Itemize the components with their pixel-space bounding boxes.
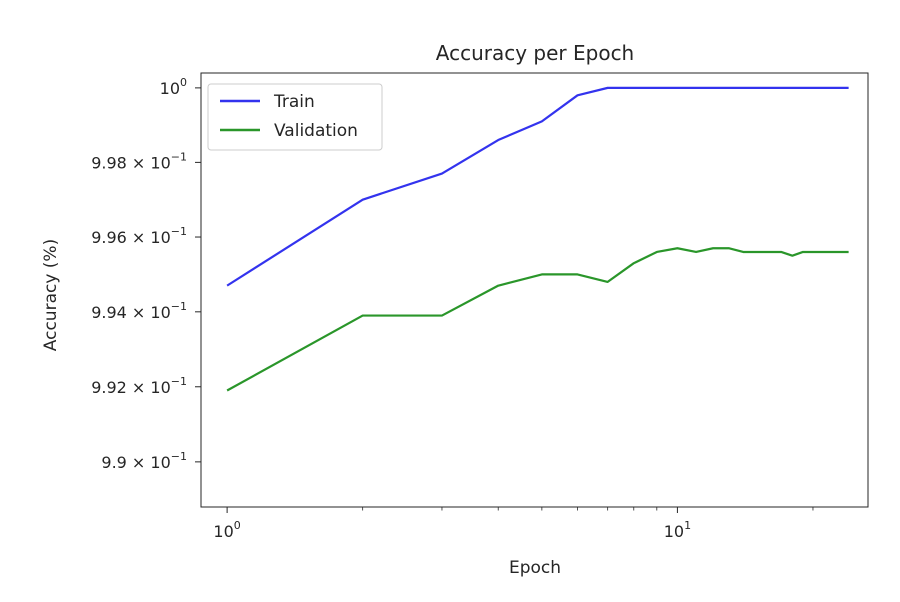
y-axis-ticks: 9.9 × 10−1 9.92 × 10−1 9.94 × 10−1 9.96 × 1… [91, 76, 201, 472]
y-tick-label: 9.9 × 10−1 [101, 450, 187, 472]
chart-title: Accuracy per Epoch [436, 41, 635, 65]
plot-frame [200, 72, 869, 508]
legend-label-validation: Validation [274, 121, 358, 141]
y-tick-label: 9.94 × 10−1 [91, 300, 187, 322]
legend-label-train: Train [273, 92, 315, 112]
y-tick-label: 9.92 × 10−1 [91, 375, 187, 397]
legend: Train Validation [207, 83, 383, 151]
x-axis-ticks: 100 101 [213, 507, 814, 541]
plot-lines [226, 86, 849, 392]
x-tick-label: 101 [664, 519, 691, 541]
series-line-train [226, 86, 849, 287]
series-line-validation [226, 247, 849, 392]
x-tick-label: 100 [213, 519, 240, 541]
y-tick-label: 9.98 × 10−1 [91, 150, 187, 172]
x-axis-label: Epoch [509, 558, 561, 578]
y-axis-label: Accuracy (%) [41, 239, 61, 351]
y-tick-label: 9.96 × 10−1 [91, 225, 187, 247]
y-tick-label: 100 [160, 76, 187, 98]
